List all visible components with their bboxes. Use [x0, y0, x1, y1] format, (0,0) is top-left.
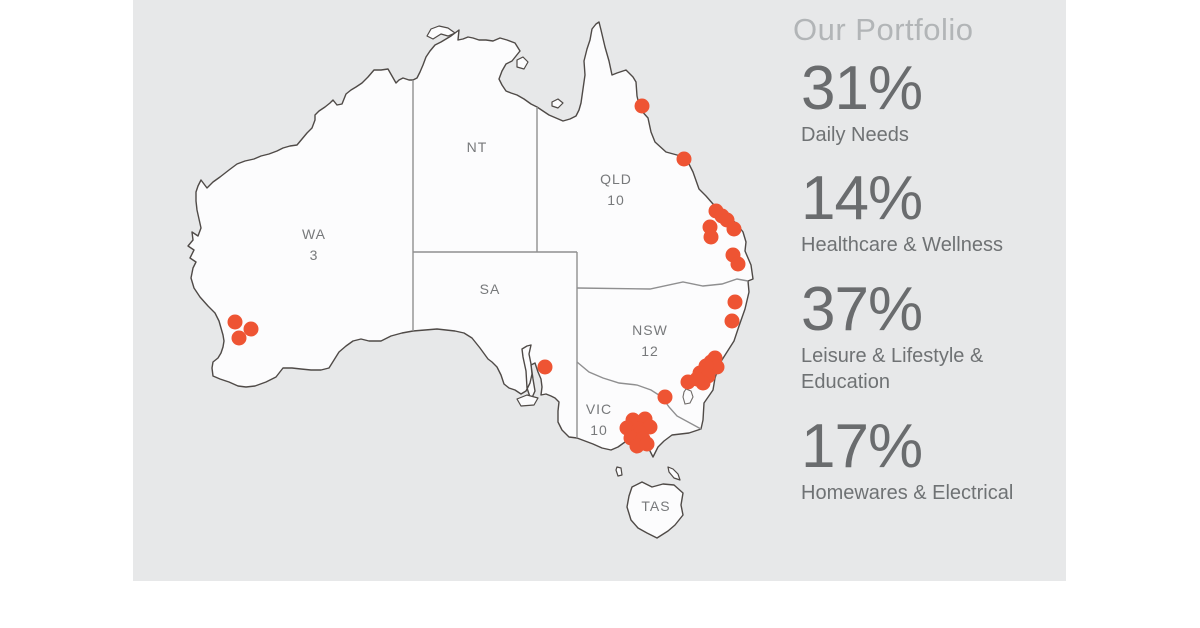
king-island-outline [615, 466, 623, 477]
melville-island-outline [426, 25, 456, 40]
state-border-qld-nsw [576, 278, 749, 290]
tasmania-outline [626, 481, 684, 539]
state-count-vic: 10 [590, 422, 608, 438]
portfolio-item-homewares: 17% Homewares & Electrical [801, 411, 1031, 506]
portfolio-label: Daily Needs [801, 124, 909, 146]
location-dot-wa [227, 314, 243, 330]
portfolio-percent: 17% [801, 411, 923, 481]
portfolio-list: 31% Daily Needs 14% Healthcare & Wellnes… [801, 58, 1031, 526]
state-label-tas: TAS [641, 498, 670, 514]
location-dot-qld [726, 221, 742, 237]
location-dot-qld [730, 256, 746, 272]
portfolio-label: Homewares & Electrical [801, 481, 1014, 504]
mornington-island-outline [551, 98, 564, 109]
state-label-wa: WA [302, 226, 326, 242]
state-label-nsw: NSW [632, 322, 668, 338]
portfolio-title: Our Portfolio [793, 12, 974, 47]
location-dot-sa [537, 359, 553, 375]
location-dot-qld [703, 229, 719, 245]
state-label-nt: NT [467, 139, 488, 155]
location-dot-nsw [657, 389, 673, 405]
location-dot-nsw [680, 374, 696, 390]
location-dot-qld [634, 98, 650, 114]
portfolio-item-healthcare: 14% Healthcare & Wellness [801, 168, 1031, 258]
portfolio-label: Leisure & Lifestyle & Education [801, 344, 984, 394]
state-count-nsw: 12 [641, 343, 659, 359]
state-border-nsw-vic [576, 361, 702, 430]
portfolio-item-daily-needs: 31% Daily Needs [801, 58, 1031, 148]
kangaroo-island-outline [516, 394, 539, 407]
state-label-sa: SA [480, 281, 501, 297]
location-dot-nsw [727, 294, 743, 310]
location-dot-qld [676, 151, 692, 167]
location-dot-wa [231, 330, 247, 346]
location-dot-wa [243, 321, 259, 337]
portfolio-percent: 37% [801, 274, 923, 344]
groote-island-outline [516, 56, 529, 70]
state-label-vic: VIC [586, 401, 612, 417]
state-label-qld: QLD [600, 171, 632, 187]
location-dot-nsw [724, 313, 740, 329]
location-dot-vic [639, 436, 655, 452]
australia-mainland-outline [187, 21, 754, 458]
portfolio-percent: 31% [801, 54, 923, 123]
portfolio-percent: 14% [801, 164, 923, 234]
flinders-island-outline [667, 466, 681, 481]
state-count-qld: 10 [607, 192, 625, 208]
portfolio-label: Healthcare & Wellness [801, 234, 1003, 257]
state-count-wa: 3 [310, 247, 319, 263]
portfolio-item-leisure: 37% Leisure & Lifestyle & Education [801, 274, 1031, 396]
act-outline [682, 388, 694, 405]
